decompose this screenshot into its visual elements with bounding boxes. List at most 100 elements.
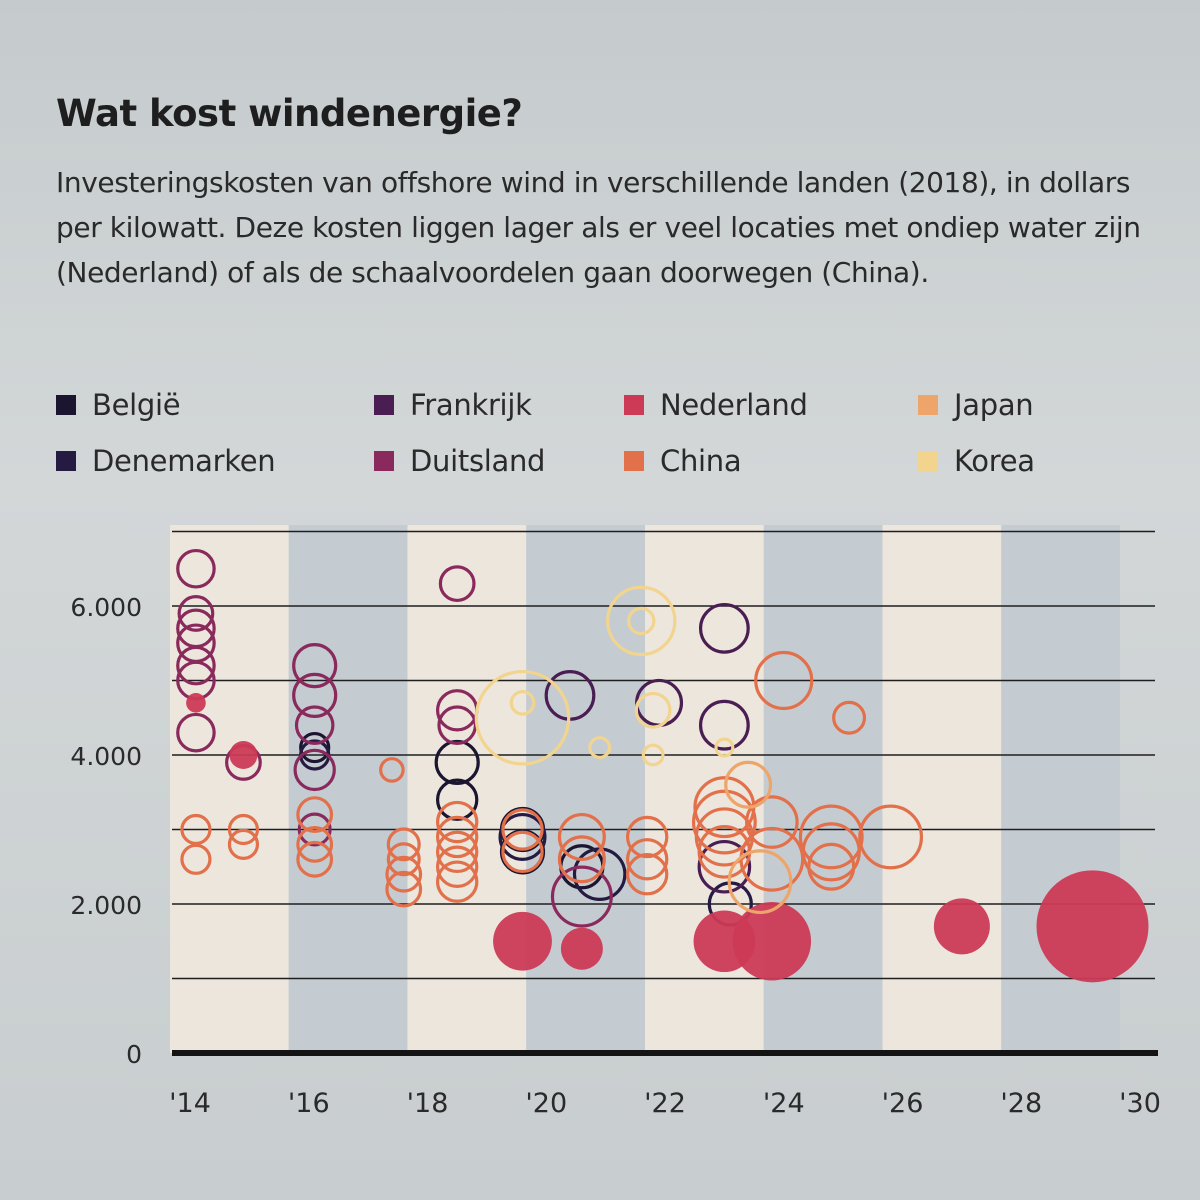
bubble-china [180, 843, 212, 875]
bubble-korea [641, 743, 665, 767]
bubble-duitsland [294, 705, 335, 746]
bubble-chart: 0 2.000 4.000 6.000 '14 '16 '18 '20 '22 '24 '26 '28… [70, 525, 1161, 1119]
bubble-duitsland [292, 643, 338, 689]
bubble-china [386, 827, 421, 862]
bubble-china [385, 855, 423, 893]
bubble-china [858, 804, 924, 870]
legend-item-frankrijk: Frankrijk [374, 388, 532, 422]
legend-swatch-china [624, 451, 644, 471]
bubble-china [379, 757, 405, 783]
chart-band [526, 525, 645, 1053]
bubble-nederland [186, 693, 206, 713]
legend-label-belgie: België [92, 388, 181, 422]
x-tick-label: '28 [1000, 1088, 1042, 1119]
bubble-frankrijk [697, 839, 752, 894]
bubble-korea [627, 606, 656, 636]
bubble-china [180, 813, 212, 846]
bubble-china [625, 853, 669, 896]
bubble-duitsland [176, 645, 216, 686]
bubble-duitsland [293, 748, 336, 792]
bubble-duitsland [550, 865, 613, 928]
bubble-duitsland [176, 712, 216, 753]
legend-swatch-japan [918, 395, 938, 415]
legend-label-korea: Korea [954, 444, 1035, 478]
legend-label-duitsland: Duitsland [410, 444, 546, 478]
legend-label-frankrijk: Frankrijk [410, 388, 532, 422]
bubble-china [435, 815, 479, 859]
chart-subtitle: Investeringskosten van offshore wind in … [56, 166, 1141, 289]
y-tick-label: 0 [126, 1040, 142, 1069]
bubble-korea [606, 585, 677, 657]
bubble-china [832, 700, 867, 735]
bubble-duitsland [176, 548, 216, 589]
bubble-china [501, 808, 544, 851]
bubble-korea [509, 690, 536, 716]
bubble-duitsland [297, 812, 332, 847]
bubble-china [296, 796, 334, 834]
legend-swatch-duitsland [374, 451, 394, 471]
x-tick-label: '30 [1119, 1088, 1161, 1119]
bubble-japan [727, 849, 793, 915]
x-tick-label: '26 [882, 1088, 924, 1119]
legend-label-nederland: Nederland [660, 388, 808, 422]
bubble-duitsland [292, 672, 338, 718]
bubble-china [435, 845, 479, 888]
legend-swatch-nederland [624, 395, 644, 415]
bubble-korea [474, 669, 571, 766]
legend-item-china: China [624, 444, 742, 478]
bubble-frankrijk [698, 699, 750, 751]
bubble-nederland [560, 927, 603, 970]
bubble-china [745, 795, 799, 849]
bubble-china [435, 830, 479, 874]
legend-label-china: China [660, 444, 742, 478]
chart-title: Wat kost windenergie? [56, 92, 523, 135]
chart-band [170, 525, 289, 1053]
bubble-china [625, 815, 669, 859]
bubble-china [296, 840, 334, 878]
y-tick-label: 4.000 [70, 742, 142, 771]
legend-swatch-denemarken [56, 451, 76, 471]
bubble-china [227, 813, 260, 846]
bubble-china [754, 650, 814, 711]
bubble-korea [634, 691, 672, 729]
bubble-nederland [732, 902, 812, 981]
bubble-nederland [229, 741, 258, 769]
bubble-china [807, 842, 856, 891]
legend-swatch-korea [918, 451, 938, 471]
bubble-china [386, 842, 421, 877]
x-tick-label: '14 [169, 1088, 211, 1119]
bubble-china [625, 838, 669, 881]
legend-item-nederland: Nederland [624, 388, 808, 422]
bubble-nederland [1036, 870, 1149, 983]
legend-label-denemarken: Denemarken [92, 444, 276, 478]
x-tick-label: '18 [407, 1088, 449, 1119]
bubble-china [691, 789, 757, 855]
bubble-china [501, 830, 544, 874]
bubble-china [557, 835, 606, 884]
bubble-duitsland [177, 595, 215, 632]
y-tick-label: 6.000 [70, 593, 142, 622]
chart-band [882, 525, 1002, 1053]
bubble-china [296, 826, 334, 863]
x-tick-label: '16 [288, 1088, 330, 1119]
bubble-china [435, 800, 479, 844]
bubble-belgi [435, 778, 479, 821]
legend-label-japan: Japan [954, 388, 1034, 422]
x-tick-label: '20 [525, 1088, 567, 1119]
bubble-nederland [933, 898, 990, 955]
chart-band [407, 525, 527, 1053]
bubble-belgi [434, 739, 480, 786]
x-tick-label: '22 [644, 1088, 686, 1119]
bubble-china [557, 812, 606, 861]
bubble-china [385, 870, 423, 908]
bubble-frankrijk [698, 602, 750, 654]
bubble-nederland [493, 911, 552, 971]
bubble-korea [588, 736, 612, 759]
top-cut-axis [130, 0, 530, 14]
legend-item-korea: Korea [918, 444, 1035, 478]
legend-swatch-frankrijk [374, 395, 394, 415]
legend-swatch-belgie [56, 395, 76, 415]
legend-item-japan: Japan [918, 388, 1034, 422]
x-tick-label: '24 [763, 1088, 805, 1119]
